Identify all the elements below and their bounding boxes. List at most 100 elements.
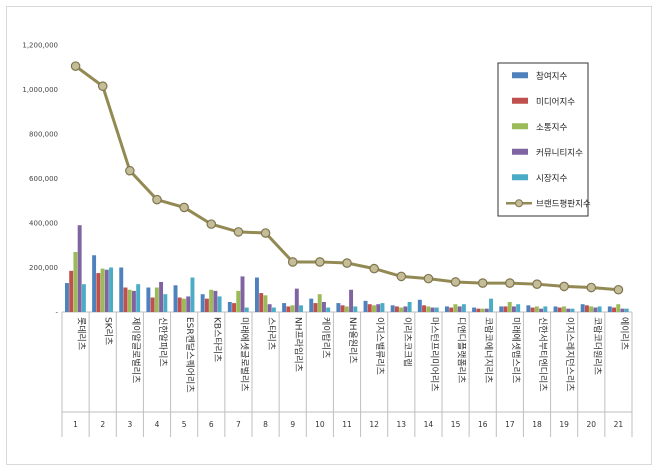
category-label: 에이리츠 bbox=[618, 317, 629, 350]
category-label: 미래에셋맵스리츠 bbox=[510, 317, 522, 383]
bar bbox=[426, 306, 431, 312]
category-label: 이지스밸류리츠 bbox=[374, 317, 385, 375]
y-tick-label: 800,000 bbox=[29, 131, 58, 139]
category-label: 신한알파리츠 bbox=[157, 317, 168, 367]
y-tick-label: 1,000,000 bbox=[22, 86, 58, 94]
bar bbox=[349, 289, 354, 312]
line-point bbox=[613, 284, 624, 295]
rank-label: 16 bbox=[478, 420, 488, 429]
legend-swatch-point bbox=[515, 199, 523, 208]
bar bbox=[624, 308, 629, 312]
category-label: 제이알글로벌리츠 bbox=[130, 317, 141, 383]
bar bbox=[407, 301, 412, 312]
bar bbox=[499, 306, 504, 312]
category-label: 미래에셋글로벌리츠 bbox=[238, 317, 249, 392]
bar bbox=[434, 307, 439, 312]
bar bbox=[380, 303, 385, 312]
bar bbox=[119, 267, 124, 312]
bar bbox=[336, 303, 341, 312]
bar bbox=[77, 225, 82, 312]
rank-label: 4 bbox=[155, 420, 160, 429]
bar bbox=[263, 295, 268, 312]
bar bbox=[267, 304, 272, 312]
bar bbox=[136, 284, 141, 312]
bar bbox=[597, 306, 602, 312]
bar bbox=[127, 289, 132, 312]
bar bbox=[620, 308, 625, 312]
category-label: 이지스레지던스리츠 bbox=[564, 317, 575, 392]
bar bbox=[73, 251, 78, 312]
bar bbox=[309, 298, 314, 312]
bar bbox=[363, 300, 368, 312]
rank-label: 15 bbox=[451, 420, 461, 429]
legend-swatch bbox=[512, 72, 528, 79]
line-point bbox=[70, 61, 81, 71]
legend-label: 참여지수 bbox=[536, 71, 567, 82]
legend-label: 미디어지수 bbox=[536, 96, 575, 107]
bar bbox=[131, 290, 136, 312]
legend-swatch bbox=[512, 123, 528, 130]
bar bbox=[593, 307, 598, 312]
bar bbox=[321, 301, 326, 312]
category-label: KB스타리츠 bbox=[211, 317, 222, 362]
bar bbox=[163, 294, 168, 312]
line-point bbox=[315, 257, 325, 267]
bar bbox=[100, 268, 105, 312]
bar bbox=[271, 307, 276, 312]
bar bbox=[394, 306, 399, 312]
bar bbox=[173, 285, 178, 312]
bar bbox=[317, 294, 322, 312]
bar bbox=[344, 306, 349, 312]
category-label: 신한서부티엔디리츠 bbox=[537, 317, 548, 392]
bar bbox=[244, 307, 249, 312]
y-tick-label: 200,000 bbox=[29, 264, 58, 272]
bar bbox=[390, 305, 395, 312]
bar bbox=[123, 287, 128, 312]
bar bbox=[254, 277, 259, 312]
bar bbox=[461, 304, 466, 312]
category-label: NH프라임리츠 bbox=[293, 317, 305, 372]
line-point bbox=[423, 273, 434, 284]
rank-label: 5 bbox=[182, 420, 187, 429]
y-tick-label: - bbox=[55, 309, 58, 317]
line-point bbox=[342, 258, 352, 268]
legend-box bbox=[497, 62, 589, 217]
bar bbox=[534, 306, 539, 312]
bar bbox=[484, 308, 489, 312]
chart: - 200,000 400,000 600,000 800,000 1,000,000 1,… bbox=[22, 42, 633, 437]
bar bbox=[589, 306, 594, 312]
bar bbox=[159, 281, 164, 312]
category-label: 마스턴프리미어리츠 bbox=[428, 317, 439, 392]
bar bbox=[64, 283, 69, 312]
category-label: 이리츠코크렙 bbox=[401, 317, 413, 367]
bar bbox=[190, 277, 195, 312]
bar bbox=[553, 306, 558, 312]
y-tick-label: 400,000 bbox=[29, 220, 58, 228]
line-point bbox=[260, 228, 271, 238]
bar bbox=[282, 303, 287, 312]
category-label: 케이탑리츠 bbox=[320, 317, 332, 358]
bar bbox=[286, 306, 291, 312]
bar bbox=[562, 306, 566, 312]
bar bbox=[543, 306, 548, 312]
bar bbox=[186, 296, 191, 312]
bar bbox=[399, 307, 404, 312]
rank-label: 13 bbox=[397, 420, 407, 429]
bar bbox=[313, 303, 318, 312]
bar bbox=[507, 301, 512, 312]
line-point bbox=[97, 81, 108, 91]
line-point bbox=[152, 194, 162, 205]
bar bbox=[294, 288, 299, 312]
rank-label: 8 bbox=[263, 420, 268, 429]
bar bbox=[240, 276, 245, 312]
line-point bbox=[369, 263, 379, 274]
line-point bbox=[532, 279, 542, 289]
bar bbox=[340, 305, 345, 312]
rank-label: 11 bbox=[342, 420, 352, 429]
bar bbox=[109, 267, 113, 312]
line-point bbox=[233, 227, 244, 237]
bar bbox=[430, 307, 435, 312]
bar bbox=[403, 306, 408, 312]
rank-label: 7 bbox=[236, 420, 241, 429]
rank-label: 19 bbox=[559, 420, 569, 429]
